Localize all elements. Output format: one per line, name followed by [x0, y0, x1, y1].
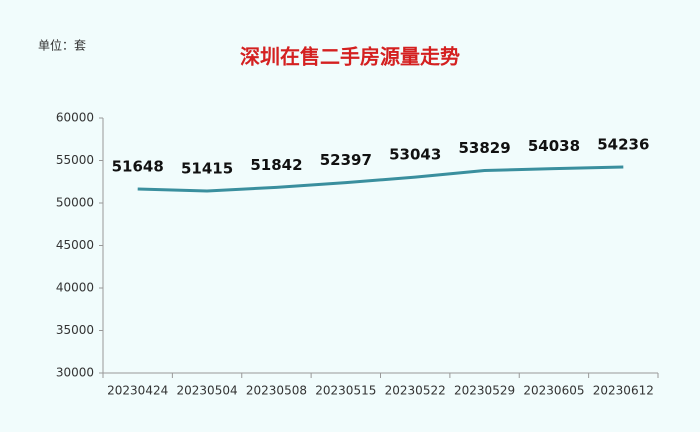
- unit-label: 单位：套: [38, 38, 86, 53]
- y-tick-label: 60000: [56, 111, 94, 125]
- x-tick-label: 20230508: [246, 384, 307, 398]
- x-tick-label: 20230605: [523, 384, 584, 398]
- x-tick-label: 20230522: [385, 384, 446, 398]
- y-tick-label: 50000: [56, 196, 94, 210]
- y-tick-label: 45000: [56, 238, 94, 252]
- data-label: 52397: [320, 151, 372, 169]
- x-tick-label: 20230529: [454, 384, 515, 398]
- x-tick-label: 20230612: [593, 384, 654, 398]
- chart-title: 深圳在售二手房源量走势: [240, 45, 460, 69]
- data-label: 51415: [181, 159, 233, 177]
- data-label: 53043: [389, 146, 441, 164]
- x-tick-label: 20230515: [315, 384, 376, 398]
- x-tick-label: 20230424: [107, 384, 168, 398]
- y-tick-label: 30000: [56, 366, 94, 380]
- data-label: 51648: [112, 157, 164, 175]
- data-label: 51842: [250, 156, 302, 174]
- y-tick-label: 55000: [56, 153, 94, 167]
- x-tick-label: 20230504: [177, 384, 238, 398]
- line: [137, 165, 624, 193]
- y-tick-label: 40000: [56, 281, 94, 295]
- y-tick-label: 35000: [56, 323, 94, 337]
- data-label: 54038: [528, 137, 580, 155]
- data-label: 53829: [458, 139, 510, 157]
- data-label: 54236: [597, 135, 649, 153]
